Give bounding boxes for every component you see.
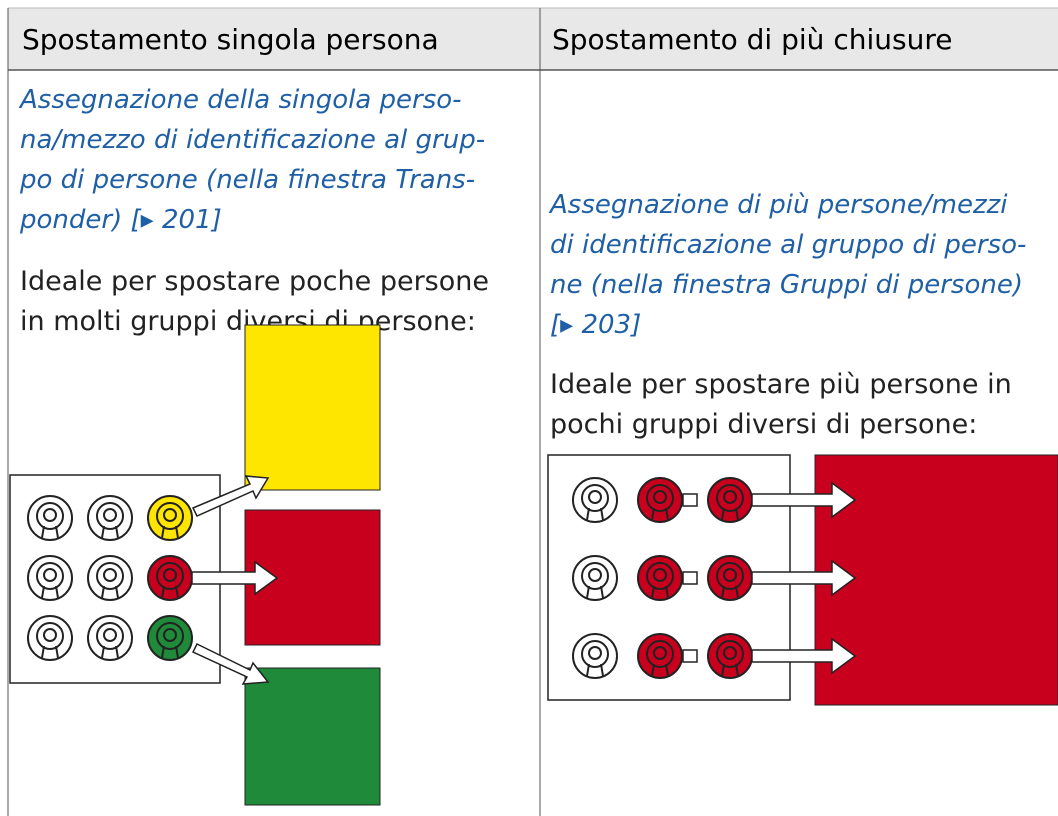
cylinder-knob bbox=[27, 495, 73, 541]
connector bbox=[682, 493, 698, 507]
shape bbox=[721, 507, 739, 521]
shape bbox=[586, 585, 604, 599]
cylinder-knob bbox=[147, 555, 193, 601]
header-row bbox=[8, 8, 1058, 70]
shape bbox=[41, 645, 59, 659]
shape bbox=[43, 568, 57, 582]
shape bbox=[651, 663, 669, 677]
shape bbox=[41, 585, 59, 599]
shape bbox=[103, 508, 117, 522]
shape bbox=[653, 646, 667, 660]
shape bbox=[586, 663, 604, 677]
link-line[interactable]: po di persone (nella finestra Trans- bbox=[19, 165, 475, 195]
arrow bbox=[751, 559, 857, 597]
illustration-right bbox=[547, 454, 1058, 706]
header-cell: Spostamento di più chiusure bbox=[552, 23, 952, 56]
shape bbox=[651, 507, 669, 521]
shape bbox=[723, 568, 737, 582]
header-cell: Spostamento singola persona bbox=[22, 23, 439, 56]
shape bbox=[723, 646, 737, 660]
link-line[interactable]: Assegnazione di più persone/mezzi bbox=[548, 190, 1008, 220]
link-line[interactable]: ne (nella finestra Gruppi di persone) bbox=[550, 270, 1023, 300]
link-line[interactable]: di identificazione al gruppo di perso- bbox=[550, 230, 1026, 260]
cylinder-knob bbox=[27, 555, 73, 601]
shape bbox=[723, 490, 737, 504]
cylinder-knob bbox=[707, 477, 753, 523]
link-line[interactable]: Assegnazione della singola perso- bbox=[18, 85, 462, 115]
shape bbox=[101, 585, 119, 599]
link-line[interactable]: ponder) [▸ 201] bbox=[19, 205, 222, 235]
shape bbox=[586, 507, 604, 521]
link-line[interactable]: na/mezzo di identificazione al grup- bbox=[20, 125, 485, 155]
shape bbox=[101, 525, 119, 539]
shape bbox=[163, 628, 177, 642]
cylinder-knob bbox=[637, 633, 683, 679]
arrow bbox=[751, 481, 857, 519]
link-line[interactable]: [▸ 203] bbox=[550, 310, 641, 340]
shape bbox=[163, 568, 177, 582]
shape bbox=[101, 645, 119, 659]
shape bbox=[103, 628, 117, 642]
cylinder-knob bbox=[572, 477, 618, 523]
text-line: pochi gruppi diversi di persone: bbox=[550, 409, 977, 440]
shape bbox=[161, 645, 179, 659]
shape bbox=[103, 568, 117, 582]
shape bbox=[163, 508, 177, 522]
cylinder-knob bbox=[637, 477, 683, 523]
connector bbox=[682, 649, 698, 663]
cylinder-knob bbox=[707, 633, 753, 679]
shape bbox=[588, 490, 602, 504]
cylinder-knob bbox=[27, 615, 73, 661]
shape bbox=[653, 490, 667, 504]
cylinder-knob bbox=[147, 615, 193, 661]
illustration-left bbox=[9, 324, 381, 806]
shape bbox=[588, 568, 602, 582]
cylinder-knob bbox=[87, 495, 133, 541]
shape bbox=[721, 663, 739, 677]
cylinder-knob bbox=[87, 555, 133, 601]
shape bbox=[43, 508, 57, 522]
shape bbox=[588, 646, 602, 660]
shape bbox=[651, 585, 669, 599]
text-line: Ideale per spostare poche persone bbox=[20, 266, 489, 297]
shape bbox=[161, 585, 179, 599]
connector bbox=[682, 571, 698, 585]
cylinder-knob bbox=[572, 633, 618, 679]
arrow bbox=[751, 637, 857, 675]
cylinder-knob bbox=[87, 615, 133, 661]
shape bbox=[653, 568, 667, 582]
text-line: Ideale per spostare più persone in bbox=[550, 369, 1012, 400]
shape bbox=[721, 585, 739, 599]
cylinder-knob bbox=[572, 555, 618, 601]
cylinder-knob bbox=[147, 495, 193, 541]
cylinder-knob bbox=[637, 555, 683, 601]
shape bbox=[41, 525, 59, 539]
cylinder-knob bbox=[707, 555, 753, 601]
shape bbox=[161, 525, 179, 539]
shape bbox=[43, 628, 57, 642]
